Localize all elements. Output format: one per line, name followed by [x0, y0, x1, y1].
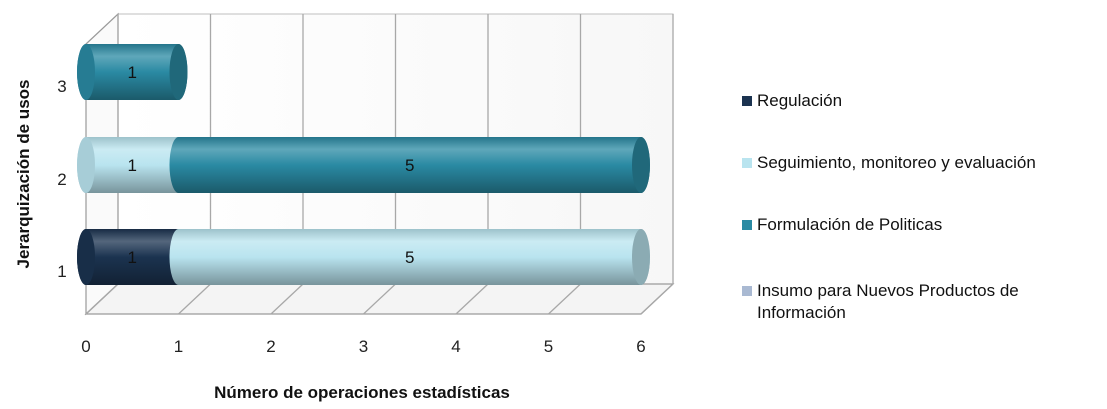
- legend-swatch: [742, 158, 752, 168]
- x-axis-title: Número de operaciones estadísticas: [214, 383, 510, 402]
- legend-item: Regulación: [742, 90, 842, 112]
- x-tick-label: 6: [636, 337, 645, 356]
- floor-gridline: [85, 283, 119, 315]
- legend-item: Formulación de Politicas: [742, 214, 942, 236]
- x-tick-label: 0: [81, 337, 90, 356]
- bar-segment: [77, 229, 188, 285]
- y-tick-label: 3: [57, 77, 66, 96]
- bar-segment: [169, 229, 650, 285]
- bar-cap-left: [77, 229, 95, 285]
- bar-cap-left: [77, 44, 95, 100]
- legend-label: Formulación de Politicas: [757, 215, 943, 234]
- y-tick-label: 2: [57, 170, 66, 189]
- data-label: 1: [128, 156, 137, 175]
- x-tick-label: 2: [266, 337, 275, 356]
- bar-segment: [169, 137, 650, 193]
- x-tick-label: 5: [544, 337, 553, 356]
- bar-cap-left: [77, 137, 95, 193]
- legend-item: Insumo para Nuevos Productos de Informac…: [742, 280, 1097, 324]
- legend-label: Seguimiento, monitoreo y evaluación: [757, 153, 1036, 172]
- legend-swatch: [742, 286, 752, 296]
- x-tick-label: 1: [174, 337, 183, 356]
- bar-cap-right: [169, 44, 188, 100]
- data-label: 5: [405, 248, 414, 267]
- data-label: 5: [405, 156, 414, 175]
- floor-gridline: [640, 283, 674, 315]
- floor-gridline: [548, 283, 581, 315]
- floor-gridline: [363, 283, 396, 315]
- y-tick-label: 1: [57, 262, 66, 281]
- bar-segment: [77, 44, 188, 100]
- data-label: 1: [128, 248, 137, 267]
- legend-label: Insumo para Nuevos Productos de Informac…: [757, 281, 1019, 322]
- floor-gridline: [455, 283, 489, 315]
- bar-segment: [77, 137, 188, 193]
- floor-gridline: [178, 283, 211, 315]
- y-axis-title: Jerarquización de usos: [14, 80, 33, 269]
- legend-swatch: [742, 220, 752, 230]
- legend-label: Regulación: [757, 91, 843, 110]
- x-tick-label: 4: [451, 337, 460, 356]
- data-label: 1: [128, 63, 137, 82]
- legend-swatch: [742, 96, 752, 106]
- legend-item: Seguimiento, monitoreo y evaluación: [742, 152, 1036, 174]
- x-tick-label: 3: [359, 337, 368, 356]
- floor-gridline: [270, 283, 304, 315]
- bar-cap-right: [632, 229, 650, 285]
- bar-cap-right: [632, 137, 650, 193]
